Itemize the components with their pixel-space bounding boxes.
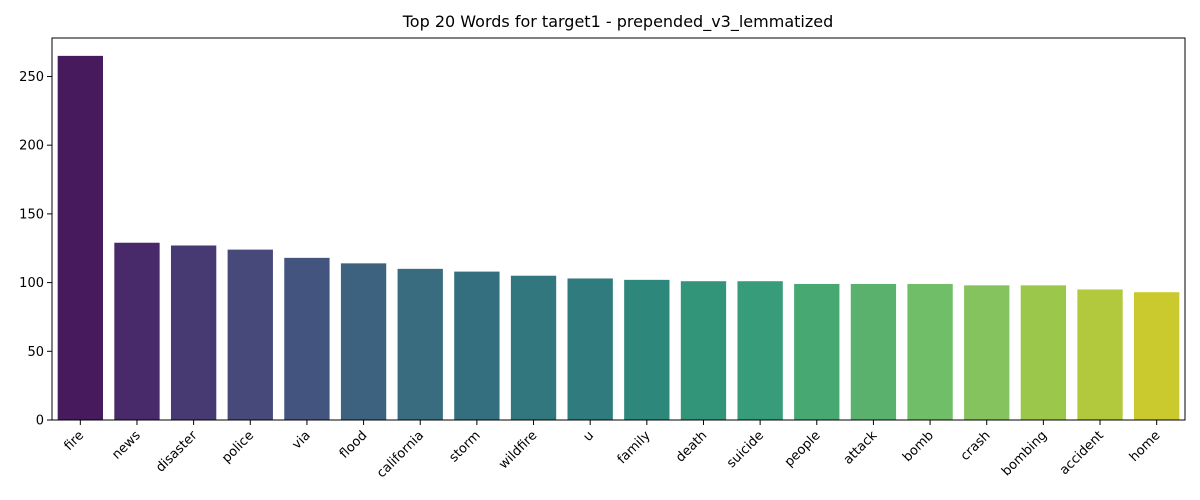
y-tick-label: 250 — [19, 70, 44, 85]
x-tick-label: home — [1127, 428, 1164, 465]
bar-storm — [454, 271, 500, 420]
x-tick-label: death — [673, 428, 710, 465]
x-tick-label: wildfire — [496, 428, 540, 472]
bar-accident — [1077, 289, 1123, 420]
bar-flood — [340, 263, 387, 420]
chart-title: Top 20 Words for target1 - prepended_v3_… — [402, 12, 834, 32]
y-axis: 0 50 100 150 200 250 — [19, 70, 52, 429]
x-tick-label: news — [109, 428, 144, 463]
x-tick-label: storm — [447, 428, 484, 465]
x-tick-label: police — [219, 428, 257, 466]
x-tick-label: accident — [1057, 428, 1107, 478]
y-tick-label: 0 — [36, 414, 44, 429]
y-tick-label: 100 — [19, 276, 44, 291]
bar-suicide — [737, 281, 783, 420]
x-tick-label: u — [581, 428, 597, 444]
x-tick-label: crash — [958, 428, 994, 464]
bar-news — [114, 242, 160, 420]
x-tick-label: bombing — [999, 428, 1050, 479]
bar-people — [794, 283, 840, 420]
x-tick-label: fire — [62, 428, 88, 454]
bar-bomb — [907, 283, 953, 420]
bar-fire — [57, 55, 103, 420]
bar-police — [227, 249, 273, 420]
bar-bombing — [1020, 285, 1067, 420]
x-tick-label: disaster — [153, 428, 201, 476]
x-tick-label: suicide — [724, 428, 767, 471]
x-tick-label: flood — [337, 428, 370, 461]
x-axis: fire news disaster police via flood california… — [62, 420, 1164, 481]
bar-via — [284, 257, 330, 420]
x-tick-label: attack — [841, 428, 881, 468]
plot-frame — [51, 37, 1186, 421]
bar-death — [680, 281, 727, 420]
bar-u — [567, 278, 613, 420]
x-tick-label: via — [290, 428, 314, 452]
bar-crash — [964, 285, 1010, 420]
bar-california — [397, 268, 443, 420]
axes-spines — [51, 37, 1186, 421]
bar-family — [624, 279, 670, 420]
y-tick-label: 150 — [19, 207, 44, 222]
bar-disaster — [170, 245, 217, 420]
x-tick-label: family — [615, 428, 654, 467]
x-tick-label: bomb — [900, 428, 937, 465]
y-tick-label: 200 — [19, 139, 44, 154]
x-tick-label: california — [374, 428, 427, 481]
x-tick-label: people — [782, 428, 824, 470]
bars-group — [57, 55, 1180, 420]
bar-home — [1134, 292, 1180, 420]
bar-attack — [850, 283, 897, 420]
bar-wildfire — [510, 275, 557, 420]
y-tick-label: 50 — [27, 345, 44, 360]
